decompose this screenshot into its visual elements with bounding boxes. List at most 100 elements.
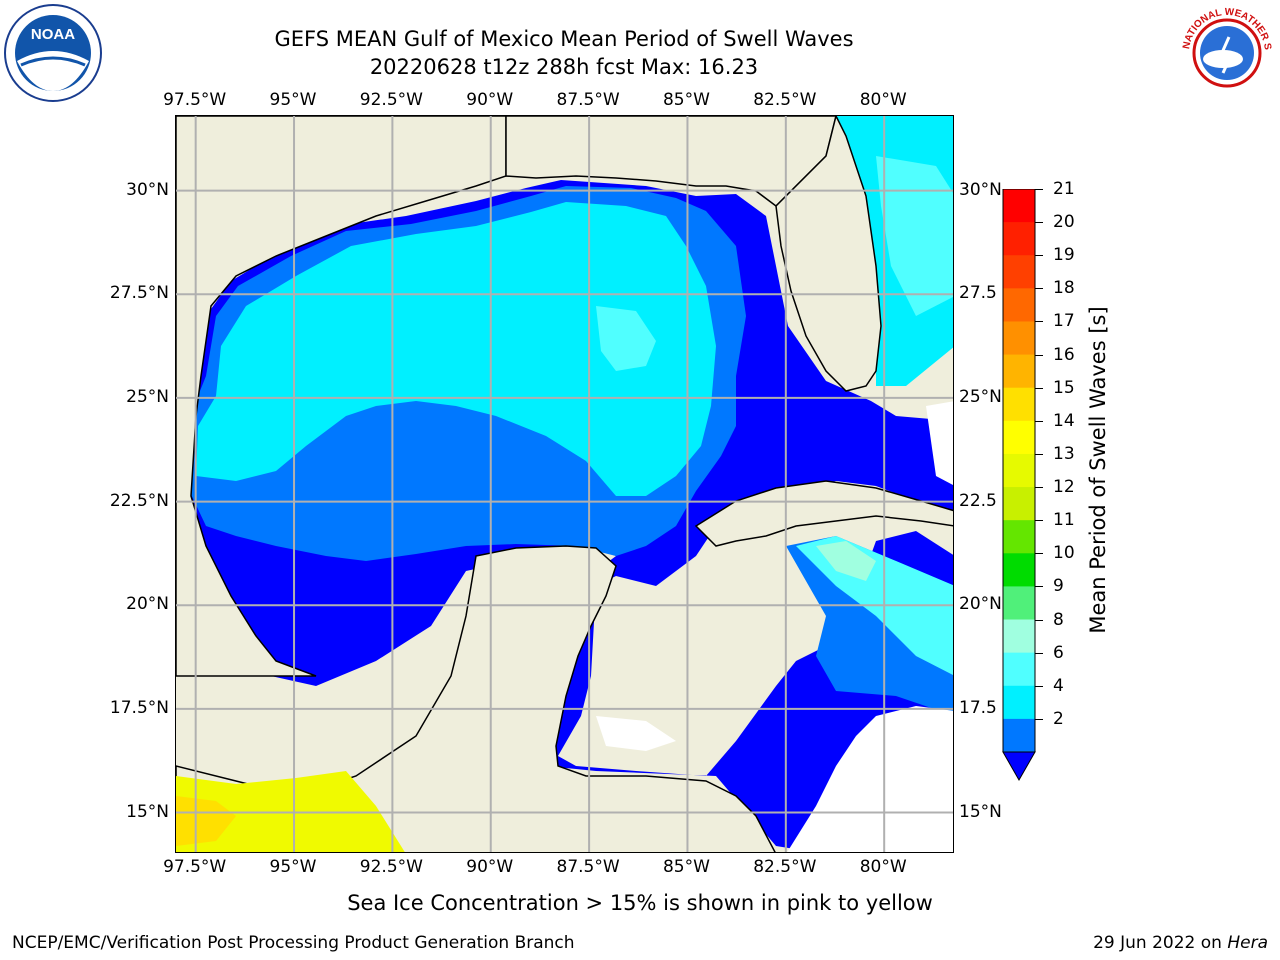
colorbar-segment (1003, 255, 1035, 289)
mexico-land (176, 116, 507, 677)
colorbar-tick-label: 15 (1053, 377, 1075, 398)
caribbean-nodata (787, 706, 953, 852)
caribbean-field-9s (816, 541, 876, 581)
colorbar-segment (1003, 520, 1035, 554)
colorbar-segment (1003, 619, 1035, 654)
colorbar-tick-mark (1035, 189, 1043, 190)
footer-date: 29 Jun 2022 on Hera (1093, 933, 1268, 953)
latitude-tick-label: 20°N (126, 594, 169, 615)
longitude-tick-label: 97.5°W (163, 90, 227, 110)
colorbar-tick-label: 9 (1053, 576, 1064, 597)
florida-land (775, 116, 882, 392)
colorbar-tick-label: 17 (1053, 311, 1075, 332)
pacific-ice-field (176, 771, 405, 852)
colorbar-tick-mark (1035, 553, 1043, 555)
longitude-tick-label: 97.5°W (163, 857, 227, 877)
colorbar-tick-label: 8 (1053, 609, 1064, 630)
colorbar-tick-label: 19 (1053, 245, 1075, 266)
latitude-tick-label: 30°N (126, 179, 169, 200)
colorbar-tick-label: 21 (1053, 179, 1075, 199)
footer-host: Hera (1227, 933, 1268, 953)
colorbar-tick-mark (1035, 652, 1043, 654)
colorbar-segment (1003, 586, 1035, 621)
colorbar-segment (1003, 387, 1035, 422)
colorbar-segment (1003, 420, 1035, 455)
colorbar-segment (1003, 718, 1035, 753)
colorbar-underflow-arrow (1002, 751, 1036, 782)
graticule (176, 116, 953, 852)
map-canvas (176, 116, 953, 852)
colorbar-tick-label: 4 (1053, 675, 1064, 696)
colorbar-segment (1003, 321, 1035, 356)
map-panel (175, 115, 954, 853)
colorbar-tick-mark (1035, 288, 1043, 290)
colorbar-tick-label: 14 (1053, 410, 1075, 431)
colorbar-tick-label: 11 (1053, 510, 1075, 531)
colorbar-segment (1003, 222, 1035, 256)
colorbar-outline (1002, 188, 1036, 753)
colorbar-tick-mark (1035, 586, 1043, 588)
colorbar-tick-mark (1035, 387, 1043, 389)
latitude-tick-label: 17.5°N (109, 697, 169, 718)
latitude-tick-label: 15°N (959, 801, 1002, 822)
longitude-tick-label: 92.5°W (359, 857, 423, 877)
latitude-tick-label: 30°N (959, 179, 1002, 200)
colorbar-tick-label: 6 (1053, 642, 1064, 663)
gulf-field-6s (196, 202, 716, 496)
colorbar-tick-label: 13 (1053, 443, 1075, 464)
footer-date-text: 29 Jun 2022 on (1093, 933, 1228, 953)
longitude-tick-label: 95°W (269, 90, 317, 110)
colorbar-segment (1003, 453, 1035, 488)
latitude-tick-label: 17.5 (959, 697, 997, 718)
latitude-tick-label: 27.5 (959, 283, 997, 304)
colorbar-segment (1003, 685, 1035, 720)
colorbar (1002, 188, 1036, 788)
longitude-tick-label: 85°W (662, 90, 710, 110)
longitude-tick-label: 80°W (859, 90, 907, 110)
colorbar-tick-label: 20 (1053, 212, 1075, 233)
colorbar-segment (1003, 288, 1035, 322)
atlantic-field-8s (876, 156, 953, 316)
cuba-land (694, 480, 953, 547)
colorbar-tick-mark (1035, 222, 1043, 224)
colorbar-segment (1003, 354, 1035, 389)
colorbar-tick-label: 12 (1053, 477, 1075, 498)
pacific-ice-field-yellow (176, 796, 236, 846)
colorbar-segment (1003, 487, 1035, 521)
colorbar-tick-label: 16 (1053, 344, 1075, 365)
colorbar-tick-mark (1035, 619, 1043, 621)
longitude-tick-label: 95°W (269, 857, 317, 877)
chart-subtitle: 20220628 t12z 288h fcst Max: 16.23 (369, 55, 759, 79)
colorbar-tick-mark (1035, 685, 1043, 687)
colorbar-tick-mark (1035, 420, 1043, 422)
longitude-tick-label: 90°W (466, 90, 514, 110)
colorbar-segment (1003, 189, 1035, 223)
longitude-tick-label: 87.5°W (556, 90, 620, 110)
latitude-tick-label: 25°N (126, 386, 169, 407)
atlantic-nodata (926, 401, 953, 485)
noaa-logo-text: NOAA (31, 26, 75, 43)
longitude-tick-label: 82.5°W (753, 857, 817, 877)
longitude-tick-label: 85°W (662, 857, 710, 877)
colorbar-segment (1003, 652, 1035, 687)
colorbar-title: Mean Period of Swell Waves [s] (1086, 306, 1110, 634)
longitude-tick-label: 92.5°W (359, 90, 423, 110)
chart-title: GEFS MEAN Gulf of Mexico Mean Period of … (274, 27, 854, 51)
colorbar-tick-label: 2 (1053, 708, 1064, 729)
colorbar-tick-mark (1035, 354, 1043, 356)
noaa-logo: NOAA (3, 3, 103, 103)
latitude-tick-label: 20°N (959, 594, 1002, 615)
sea-ice-note: Sea Ice Concentration > 15% is shown in … (347, 891, 933, 915)
colorbar-tick-label: 10 (1053, 543, 1075, 564)
colorbar-tick-mark (1035, 718, 1043, 720)
colorbar-tick-mark (1035, 520, 1043, 522)
latitude-tick-label: 25°N (959, 386, 1002, 407)
latitude-tick-label: 22.5 (959, 490, 997, 511)
longitude-tick-label: 82.5°W (753, 90, 817, 110)
colorbar-tick-mark (1035, 487, 1043, 489)
nws-logo: NATIONAL WEATHER SERVICE (1173, 0, 1277, 103)
gulf-field-8s (596, 306, 656, 371)
honduras-nodata (596, 716, 676, 751)
colorbar-tick-mark (1035, 321, 1043, 323)
latitude-tick-label: 22.5°N (109, 490, 169, 511)
